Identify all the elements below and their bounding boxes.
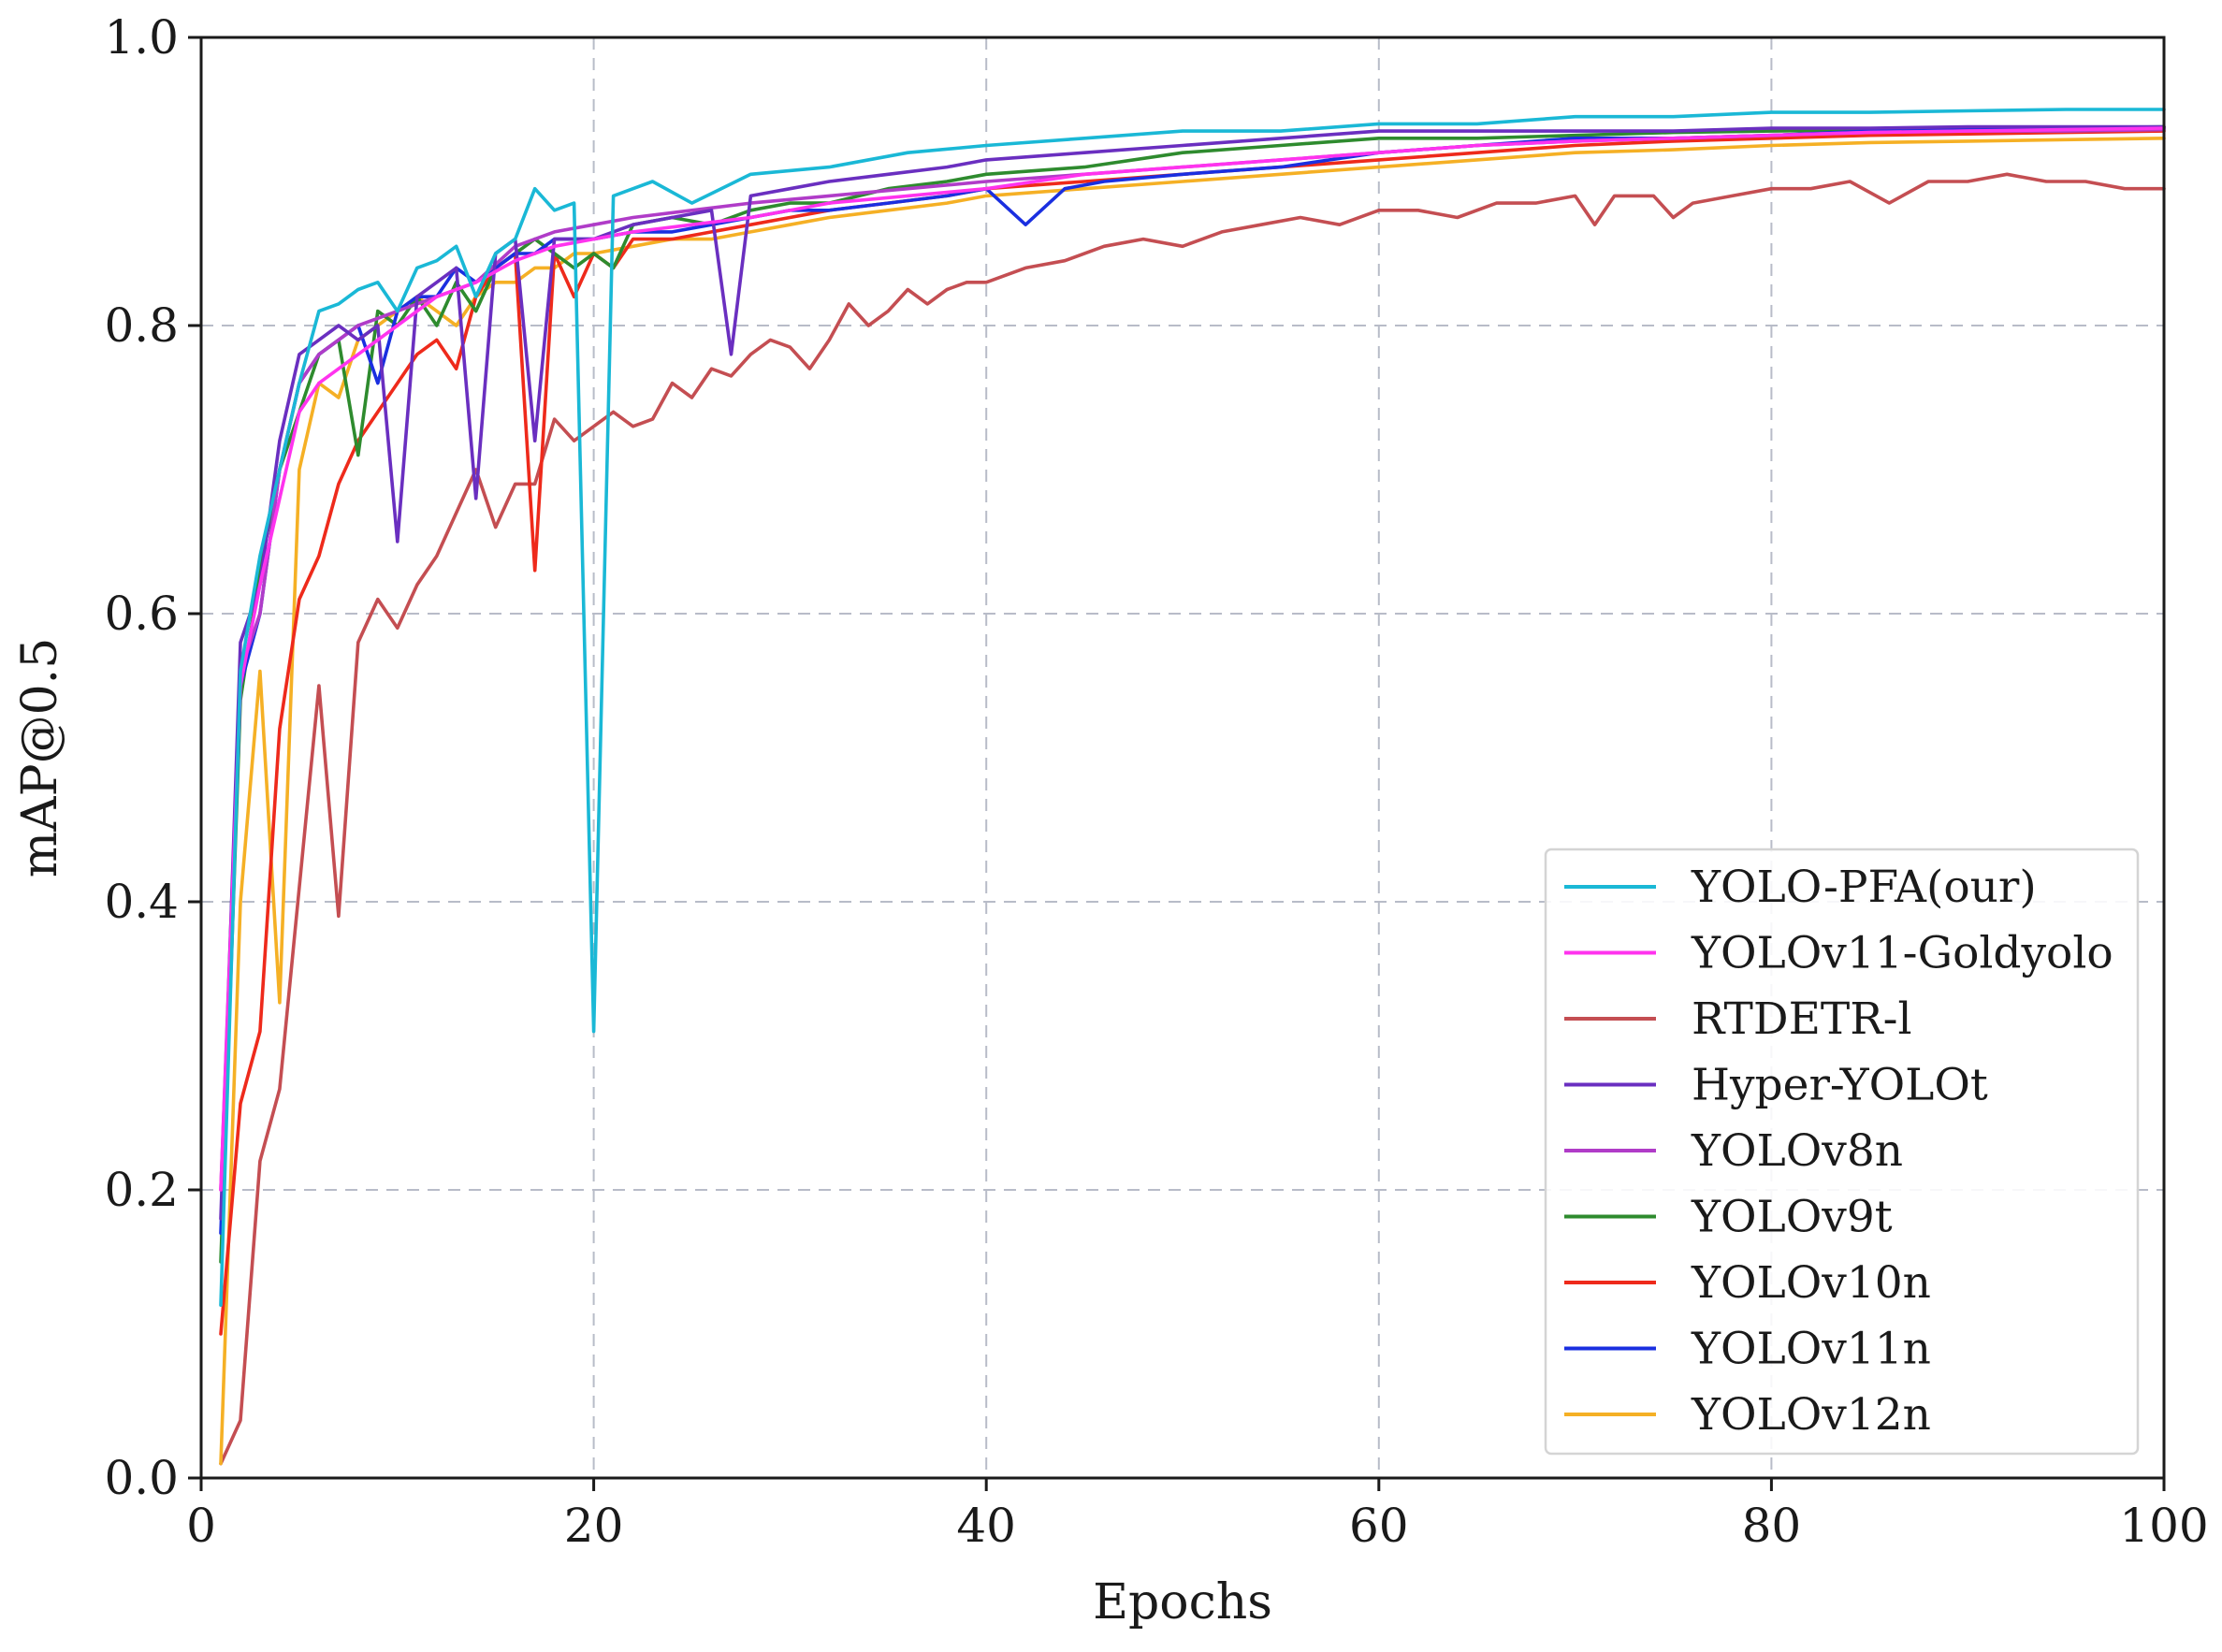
series-line-yolov11-goldyolo: [219, 126, 2166, 1192]
x-tick-label: 0: [186, 1499, 216, 1553]
series-line-yolov9t: [219, 124, 2166, 1264]
x-tick-label: 40: [956, 1499, 1016, 1553]
series-line-yolov10n: [219, 129, 2166, 1336]
legend-label: Hyper-YOLOt: [1692, 1060, 1988, 1111]
series-line-rtdetr-l: [219, 172, 2166, 1466]
x-tick-label: 60: [1349, 1499, 1409, 1553]
y-tick-label: 0.8: [104, 298, 179, 353]
y-tick-label: 0.6: [104, 587, 179, 641]
y-axis-title: mAP@0.5: [12, 638, 68, 878]
x-tick-label: 80: [1742, 1499, 1802, 1553]
y-tick-label: 0.0: [104, 1451, 179, 1505]
y-tick-label: 0.4: [104, 875, 179, 929]
legend-label: YOLOv10n: [1691, 1257, 1931, 1309]
legend-label: YOLOv9t: [1691, 1192, 1893, 1243]
legend-box: [1544, 848, 2140, 1456]
y-tick-label: 1.0: [104, 10, 179, 65]
legend-label: YOLO-PFA(our): [1691, 862, 2037, 913]
axis-ticks: 0 20 40 60 80 100 0.0 0.2 0.4 0.6 0.8 1.0: [104, 10, 2208, 1553]
legend-label: YOLOv11-Goldyolo: [1691, 928, 2113, 979]
x-tick-label: 20: [564, 1499, 624, 1553]
legend-label: YOLOv12n: [1691, 1389, 1931, 1441]
x-axis-title: Epochs: [1093, 1574, 1272, 1630]
series-line-yolo-pfa-our: [219, 108, 2166, 1307]
legend: YOLO-PFA(our) YOLOv11-Goldyolo RTDETR-l Hyp…: [1544, 848, 2140, 1456]
series-lines: [219, 108, 2166, 1466]
legend-label: YOLOv8n: [1691, 1125, 1903, 1177]
legend-label: YOLOv11n: [1691, 1324, 1931, 1375]
x-tick-label: 100: [2119, 1499, 2208, 1553]
plot-frame: [199, 36, 2166, 1480]
y-tick-label: 0.2: [104, 1163, 179, 1217]
series-line-hyper-yolot: [219, 124, 2166, 1221]
legend-label: RTDETR-l: [1692, 993, 1912, 1045]
